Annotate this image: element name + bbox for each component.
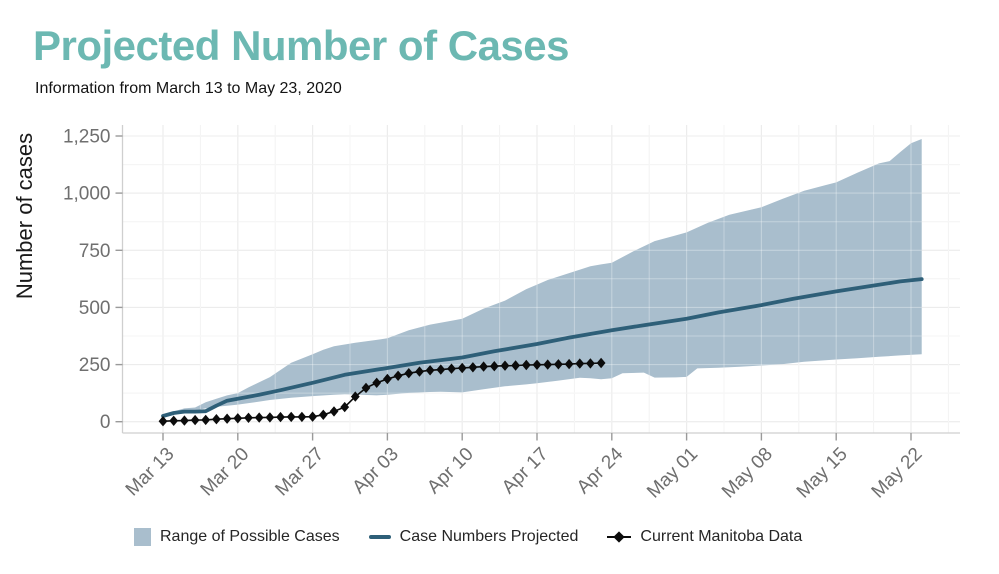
projected-line-icon: [368, 535, 391, 539]
manitoba-data-point: [158, 416, 168, 427]
projected-line-series: [161, 277, 924, 418]
legend-item-range: Range of Possible Cases: [134, 528, 340, 546]
manitoba-data-point: [383, 373, 392, 385]
manitoba-data-point: [404, 368, 414, 379]
x-tick-label: Mar 27: [271, 444, 328, 501]
legend-item-manitoba: Current Manitoba Data: [607, 528, 802, 546]
x-tick-label: Apr 17: [498, 444, 552, 498]
y-tick-label: 250: [79, 355, 111, 376]
legend-label-manitoba: Current Manitoba Data: [640, 528, 803, 545]
x-tick-label: Mar 13: [122, 444, 179, 501]
legend-item-projected: Case Numbers Projected: [368, 528, 579, 546]
x-tick-label: Apr 24: [573, 443, 628, 498]
manitoba-data-point: [297, 411, 307, 423]
manitoba-data-point: [596, 357, 606, 369]
manitoba-data-point: [212, 414, 221, 425]
range-band-area: [163, 139, 922, 416]
manitoba-data-point: [180, 415, 189, 426]
manitoba-data-point: [340, 401, 350, 413]
y-tick-label: 1,000: [63, 184, 111, 205]
range-band-swatch-icon: [134, 528, 151, 546]
manitoba-data-point: [468, 362, 478, 373]
manitoba-data-point: [500, 360, 510, 371]
manitoba-data-point: [543, 359, 553, 370]
x-tick-label: Apr 03: [348, 444, 402, 498]
manitoba-data-point: [425, 365, 435, 376]
manitoba-data-point: [457, 362, 467, 374]
projected-cases-line: [161, 277, 924, 418]
manitoba-data-point: [361, 382, 371, 394]
y-tick-label: 0: [100, 412, 111, 433]
x-tick-label: Apr 10: [423, 444, 477, 498]
y-axis-title: Number of cases: [12, 133, 37, 299]
manitoba-data-point: [254, 412, 264, 423]
legend-label-range: Range of Possible Cases: [160, 528, 340, 545]
manitoba-data-point: [532, 359, 542, 370]
manitoba-data-point: [436, 364, 446, 375]
x-tick-label: May 08: [718, 444, 777, 503]
manitoba-data-point: [372, 377, 382, 388]
manitoba-data-point: [586, 358, 595, 369]
manitoba-data-point: [244, 412, 253, 423]
manitoba-data-point: [511, 360, 520, 371]
y-tick-label: 500: [79, 298, 111, 319]
manitoba-data-series: [158, 357, 606, 427]
manitoba-data-point: [276, 411, 285, 423]
manitoba-data-point: [521, 359, 531, 371]
legend-label-projected: Case Numbers Projected: [399, 528, 579, 545]
manitoba-data-point: [201, 414, 211, 426]
manitoba-data-point: [318, 409, 328, 420]
manitoba-data-point: [447, 363, 456, 374]
range-band: [163, 139, 922, 416]
manitoba-data-point: [575, 358, 585, 369]
manitoba-data-point: [554, 359, 563, 370]
manitoba-data-point: [222, 413, 232, 424]
x-tick-label: May 15: [793, 444, 852, 503]
chart-legend: Range of Possible Cases Case Numbers Pro…: [134, 528, 802, 546]
manitoba-diamond-icon: [607, 531, 632, 543]
manitoba-data-point: [564, 358, 574, 370]
manitoba-data-point: [479, 361, 488, 372]
y-tick-label: 750: [79, 241, 111, 262]
manitoba-data-point: [233, 413, 243, 424]
page-subtitle: Information from March 13 to May 23, 202…: [35, 80, 342, 97]
manitoba-data-point: [489, 361, 499, 372]
manitoba-data-point: [286, 411, 296, 423]
manitoba-data-point: [350, 391, 360, 402]
manitoba-data-point: [190, 414, 200, 426]
manitoba-data-point: [169, 415, 179, 426]
manitoba-data-point: [308, 411, 317, 422]
y-tick-label: 1,250: [63, 127, 111, 148]
page-title: Projected Number of Cases: [33, 22, 570, 69]
manitoba-data-point: [393, 370, 403, 381]
manitoba-data-point: [329, 406, 339, 417]
x-tick-label: Mar 20: [197, 444, 254, 501]
manitoba-data-point: [265, 412, 275, 423]
x-tick-label: May 01: [643, 444, 702, 503]
gridlines-over-band: [122, 125, 960, 433]
manitoba-data-point: [415, 366, 424, 377]
x-tick-label: May 22: [868, 444, 927, 503]
